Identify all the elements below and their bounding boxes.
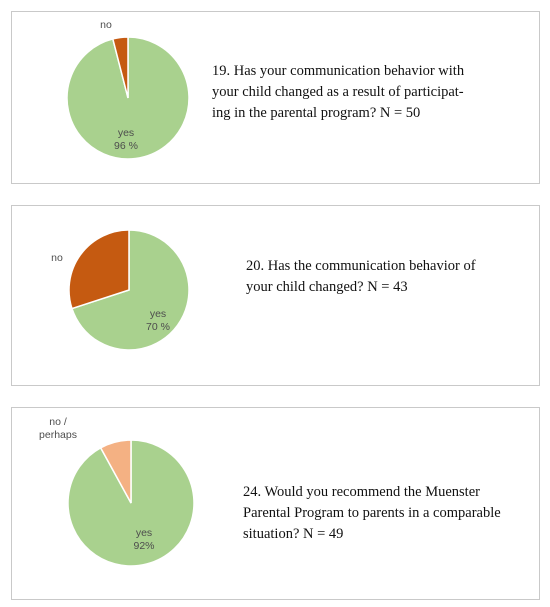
slice-label-no: no [100,19,112,31]
slice-label-yes: yes 96 % [114,127,138,152]
question-q24: 24. Would you recommend the Muenster Par… [243,484,501,542]
chart-panel-q24: yes 92% no / perhaps 24. Would you recommen… [11,407,540,600]
chart-panel-q20: yes 70 % no 20. Has the communication beha… [11,205,540,386]
chart-panel-q19: yes 96 % no 19. Has your communication beh… [11,11,540,184]
pie-slice-yes [70,229,190,351]
pie-chart-q19: yes 96 % no [66,19,190,160]
question-q19: 19. Has your communication behavior with… [212,63,465,121]
slice-label-no-perhaps: no / perhaps [39,416,77,441]
slice-label-yes: yes 92% [133,527,154,552]
pie-chart-q20: yes 70 % no [51,229,190,351]
pie-slice-no [68,229,130,310]
question-q20: 20. Has the communication behavior of yo… [246,258,476,295]
slice-label-yes: yes 70 % [146,308,170,333]
pie-slice-no [111,36,129,99]
pie-slice-no-perhaps [99,439,132,504]
slice-label-no: no [51,252,63,264]
pie-chart-q24: yes 92% no / perhaps [39,416,195,567]
